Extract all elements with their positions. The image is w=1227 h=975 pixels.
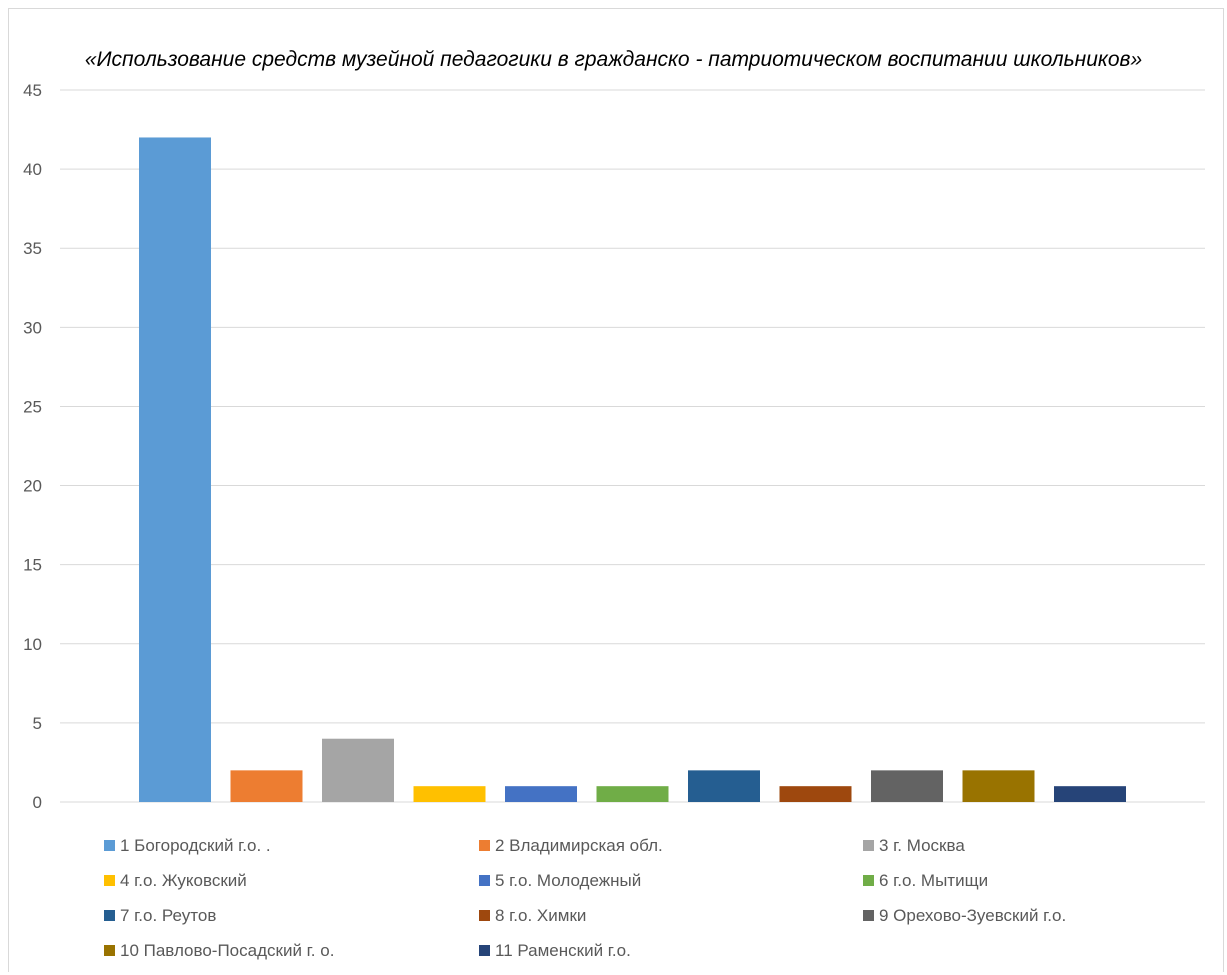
legend-swatch: [479, 840, 490, 851]
bar-8: [779, 786, 852, 802]
legend-item-11: 11 Раменский г.о.: [479, 933, 863, 968]
y-tick-label: 10: [23, 635, 42, 654]
bar-9: [871, 770, 943, 802]
legend-swatch: [863, 875, 874, 886]
bar-1: [139, 137, 211, 802]
chart-title: «Использование средств музейной педагоги…: [84, 48, 1143, 71]
y-tick-label: 45: [23, 81, 42, 100]
bar-10: [962, 770, 1035, 802]
chart-plot: 0 5 10 15 20 25 30 35 40 45: [23, 81, 1205, 812]
y-tick-label: 30: [23, 318, 42, 337]
bar-7: [688, 770, 760, 802]
legend-label: 6 г.о. Мытищи: [879, 870, 989, 890]
legend-item-6: 6 г.о. Мытищи: [863, 863, 1214, 898]
legend-item-7: 7 г.о. Реутов: [104, 898, 479, 933]
bar-5: [505, 786, 577, 802]
legend-item-1: 1 Богородский г.о. .: [104, 828, 479, 863]
legend-label: 1 Богородский г.о. .: [120, 835, 271, 855]
chart-legend: 1 Богородский г.о. . 2 Владимирская обл. 3…: [104, 828, 1214, 968]
legend-swatch: [104, 910, 115, 921]
y-tick-label: 35: [23, 239, 42, 258]
legend-item-9: 9 Орехово-Зуевский г.о.: [863, 898, 1214, 933]
y-tick-label: 20: [23, 477, 42, 496]
bar-2: [230, 770, 303, 802]
legend-item-3: 3 г. Москва: [863, 828, 1214, 863]
legend-item-5: 5 г.о. Молодежный: [479, 863, 863, 898]
y-tick-label: 5: [33, 714, 42, 733]
legend-item-8: 8 г.о. Химки: [479, 898, 863, 933]
legend-item-4: 4 г.о. Жуковский: [104, 863, 479, 898]
legend-label: 11 Раменский г.о.: [495, 940, 631, 960]
y-tick-label: 15: [23, 556, 42, 575]
legend-item-2: 2 Владимирская обл.: [479, 828, 863, 863]
legend-label: 7 г.о. Реутов: [120, 905, 217, 925]
legend-swatch: [863, 840, 874, 851]
y-tick-label: 25: [23, 397, 42, 416]
legend-label: 3 г. Москва: [879, 835, 965, 855]
legend-swatch: [863, 910, 874, 921]
legend-swatch: [104, 875, 115, 886]
legend-swatch: [479, 910, 490, 921]
bar-6: [596, 786, 669, 802]
legend-label: 8 г.о. Химки: [495, 905, 587, 925]
legend-swatch: [479, 875, 490, 886]
y-tick-label: 40: [23, 160, 42, 179]
legend-item-10: 10 Павлово-Посадский г. о.: [104, 933, 479, 968]
legend-swatch: [104, 945, 115, 956]
legend-swatch: [479, 945, 490, 956]
legend-label: 2 Владимирская обл.: [495, 835, 663, 855]
legend-swatch: [104, 840, 115, 851]
bar-11: [1054, 786, 1126, 802]
legend-label: 9 Орехово-Зуевский г.о.: [879, 905, 1067, 925]
bar-3: [322, 738, 394, 802]
legend-label: 10 Павлово-Посадский г. о.: [120, 940, 335, 960]
y-tick-label: 0: [33, 793, 42, 812]
legend-label: 5 г.о. Молодежный: [495, 870, 642, 890]
bar-4: [413, 786, 486, 802]
legend-label: 4 г.о. Жуковский: [120, 870, 247, 890]
